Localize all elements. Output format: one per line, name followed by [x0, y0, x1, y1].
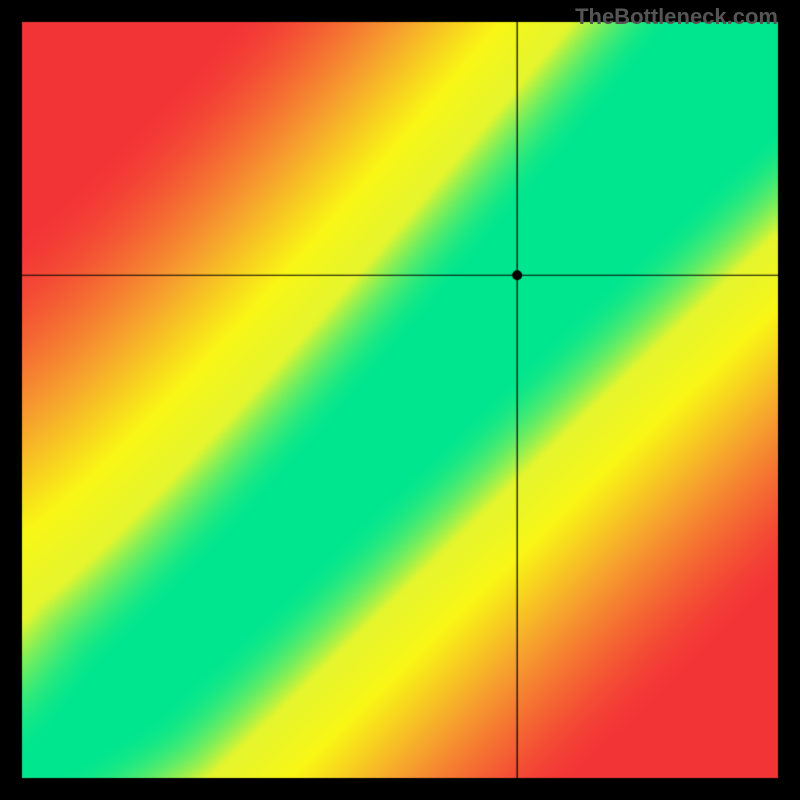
attribution-text: TheBottleneck.com	[575, 4, 778, 30]
chart-container: TheBottleneck.com	[0, 0, 800, 800]
bottleneck-heatmap-canvas	[0, 0, 800, 800]
